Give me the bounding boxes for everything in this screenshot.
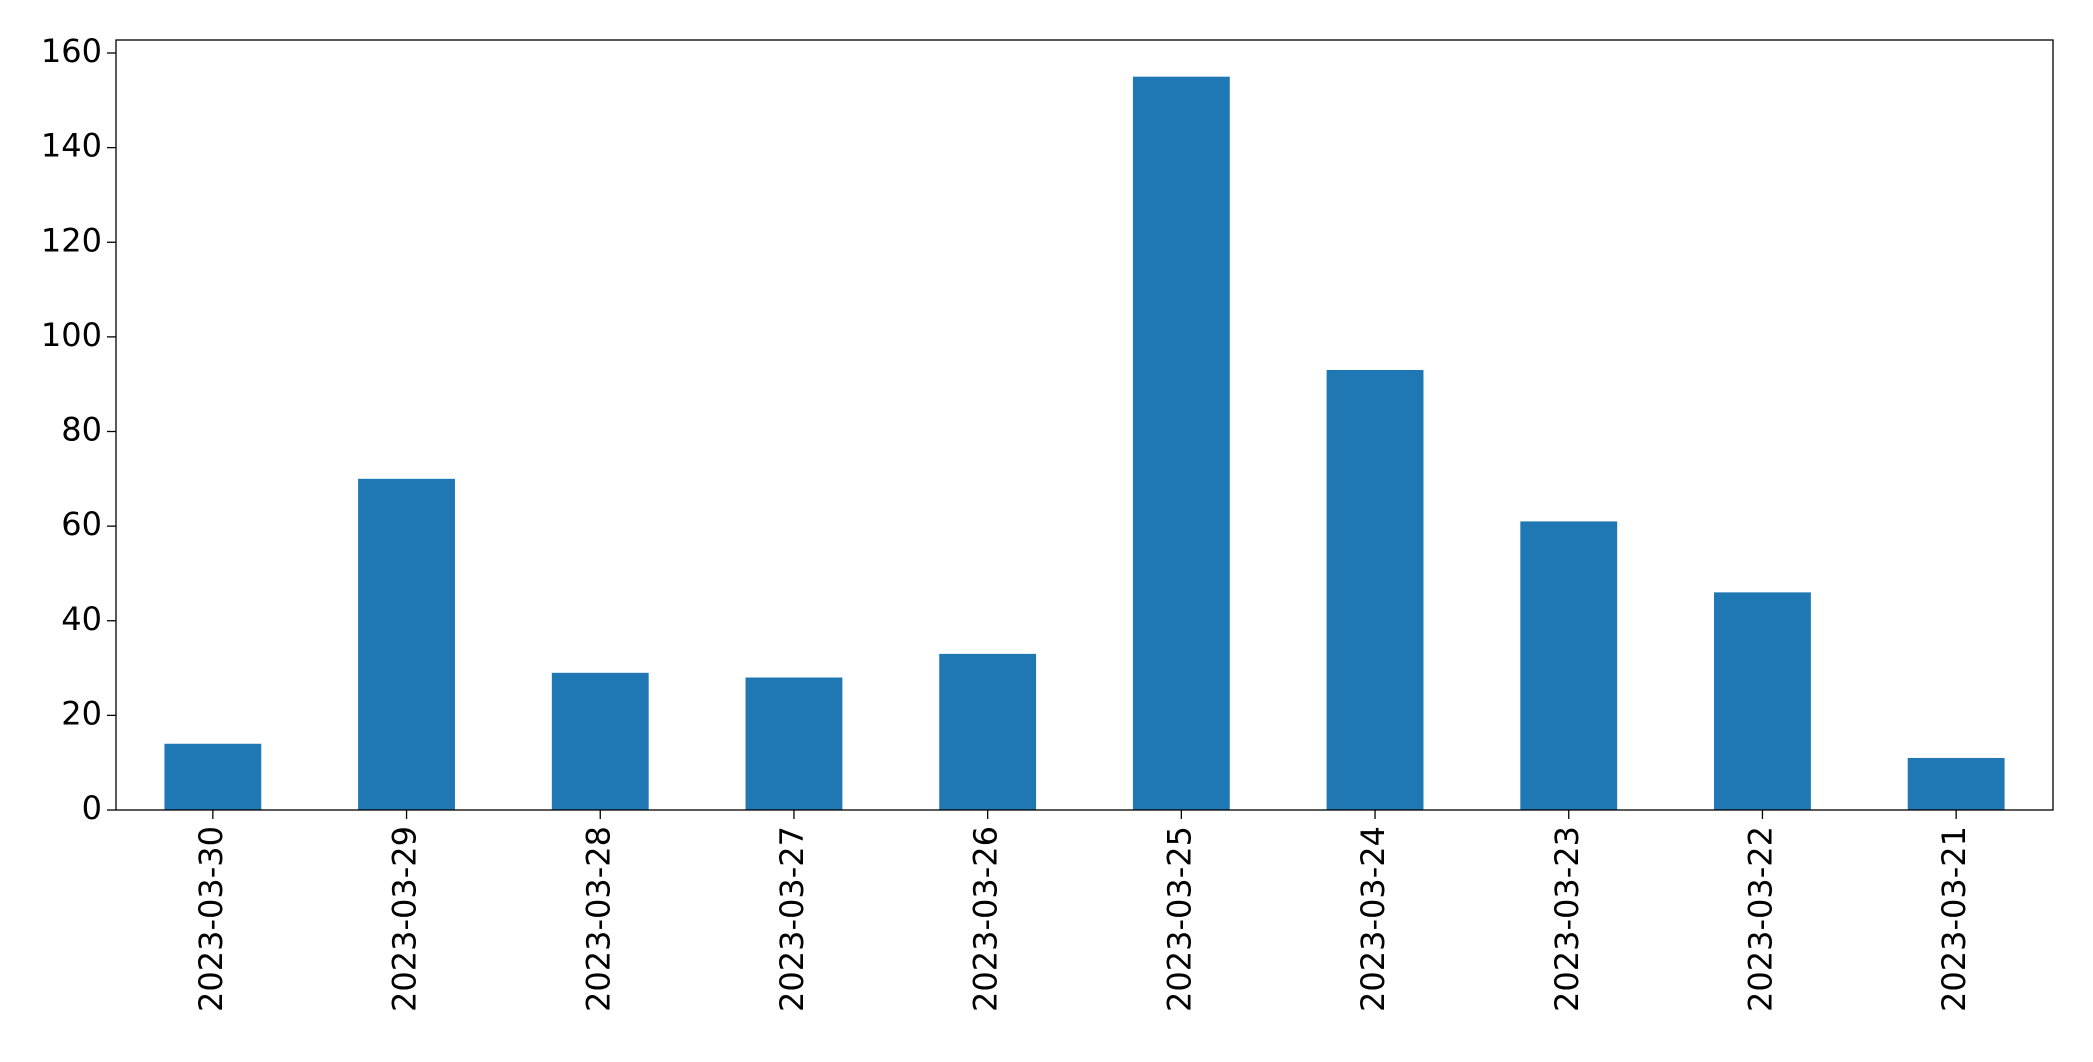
y-tick-label: 0 (82, 789, 102, 827)
x-tick-label: 2023-03-21 (1935, 826, 1973, 1012)
plot-frame (115, 39, 2054, 811)
y-tick-label: 140 (41, 127, 102, 165)
y-tick-label: 120 (41, 221, 102, 259)
y-tick-label: 100 (41, 316, 102, 354)
x-tick-label: 2023-03-23 (1548, 826, 1586, 1012)
bar (358, 478, 455, 810)
x-tick-label: 2023-03-22 (1741, 826, 1779, 1012)
x-tick-label: 2023-03-29 (386, 826, 424, 1012)
x-tick-label: 2023-03-30 (192, 826, 230, 1012)
bar (939, 653, 1037, 810)
x-tick-label: 2023-03-27 (773, 826, 811, 1012)
y-tick-label: 80 (61, 411, 102, 449)
bar (745, 677, 843, 810)
y-tick-label: 20 (61, 694, 102, 732)
x-tick-label: 2023-03-25 (1160, 826, 1198, 1012)
bar (1326, 370, 1424, 810)
x-tick-label: 2023-03-28 (579, 826, 617, 1012)
y-tick-label: 160 (41, 32, 102, 70)
bar (551, 672, 649, 810)
bar (1520, 521, 1618, 810)
x-tick-label: 2023-03-24 (1354, 826, 1392, 1012)
y-tick-label: 40 (61, 600, 102, 638)
bar (164, 743, 262, 810)
bar (1714, 592, 1811, 810)
y-tick-label: 60 (61, 505, 102, 543)
bar (1132, 76, 1230, 810)
bar (1907, 757, 2005, 810)
x-tick-label: 2023-03-26 (967, 826, 1005, 1012)
